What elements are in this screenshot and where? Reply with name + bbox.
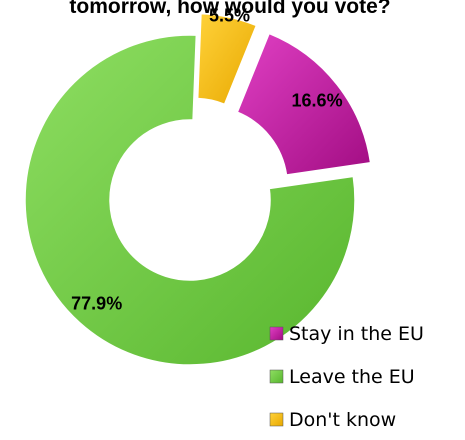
slices-layer: [24, 12, 372, 366]
slice-leave-the-eu: [24, 34, 356, 366]
slice-stay-in-the-eu: [236, 32, 372, 176]
legend-item-leave: Leave the EU: [269, 366, 415, 388]
legend-swatch: [269, 326, 284, 341]
legend-swatch: [269, 412, 284, 427]
slice-label-stay: 16.6%: [292, 90, 343, 110]
legend-label: Stay in the EU: [289, 323, 424, 345]
slice-labels-layer: 16.6% 77.9% 5.5%: [71, 5, 342, 313]
legend-label: Leave the EU: [289, 366, 415, 388]
slice-dont-know: [196, 12, 258, 106]
chart-title: tomorrow, how would you vote?: [69, 0, 390, 18]
slice-label-leave: 77.9%: [71, 294, 122, 314]
legend-swatch: [269, 369, 284, 384]
slice-label-dont-know: 5.5%: [209, 5, 250, 25]
legend-label: Don't know: [289, 409, 396, 431]
legend: Stay in the EU Leave the EU Don't know: [269, 323, 424, 431]
legend-item-stay: Stay in the EU: [269, 323, 424, 345]
legend-item-dont-know: Don't know: [269, 409, 396, 431]
